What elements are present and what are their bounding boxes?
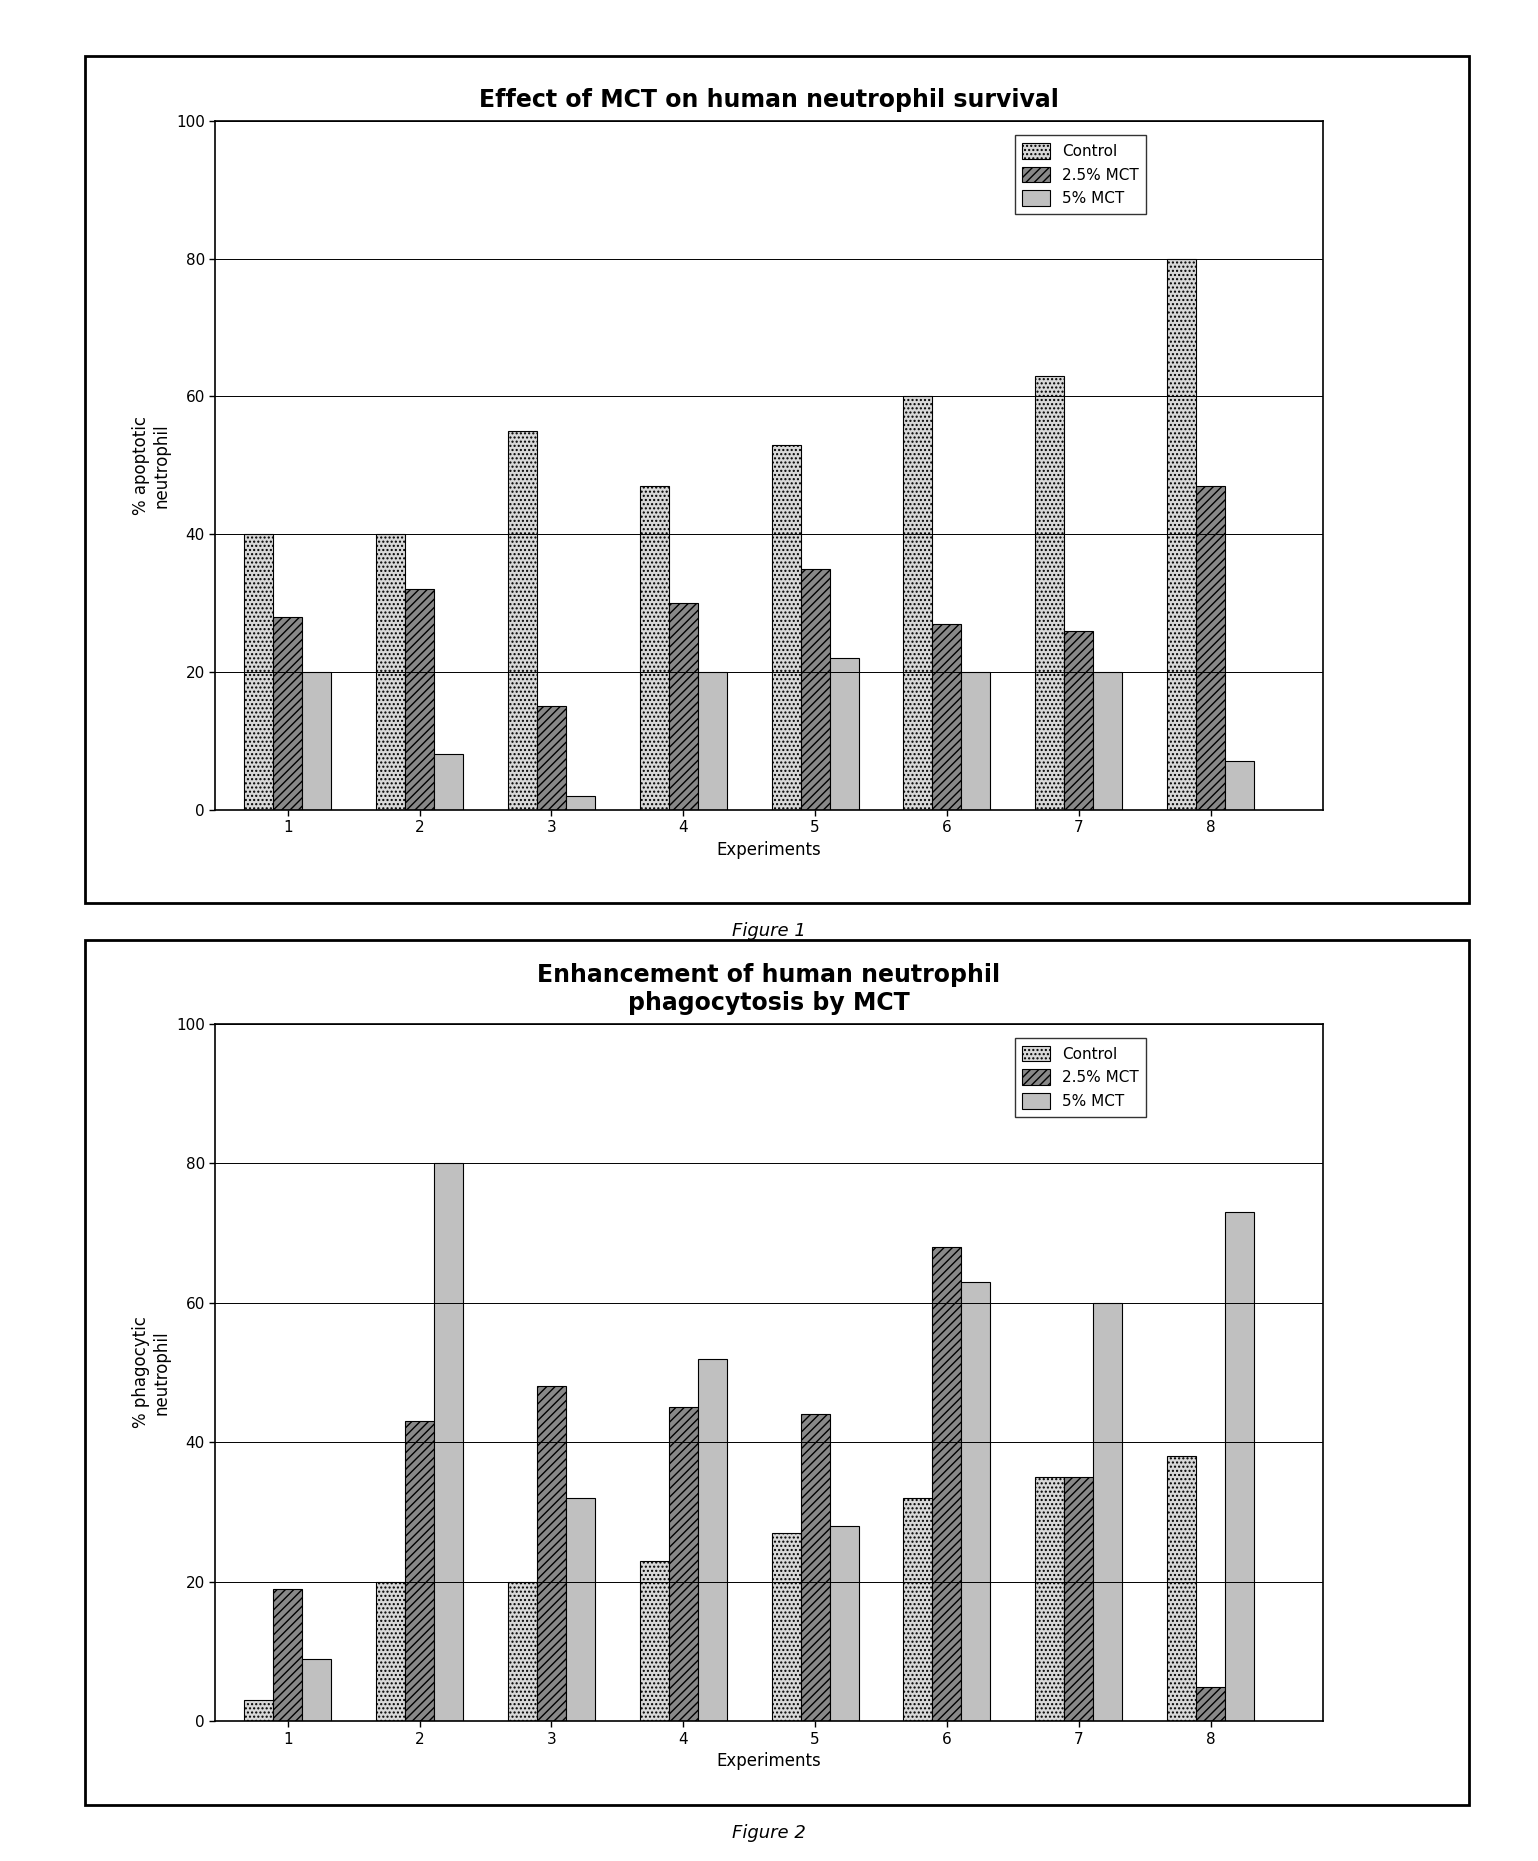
Bar <box>1094 1303 1123 1721</box>
Bar <box>640 486 669 810</box>
Bar <box>1226 761 1253 810</box>
Bar <box>961 1282 990 1721</box>
Bar <box>903 396 932 810</box>
Title: Enhancement of human neutrophil
phagocytosis by MCT: Enhancement of human neutrophil phagocyt… <box>537 962 1001 1014</box>
Bar <box>669 603 698 810</box>
Bar <box>829 659 858 810</box>
Bar <box>698 1359 727 1721</box>
Bar <box>404 1422 434 1721</box>
Bar <box>961 672 990 810</box>
Bar <box>377 534 404 810</box>
X-axis label: Experiments: Experiments <box>717 841 821 858</box>
Bar <box>537 1386 566 1721</box>
Bar <box>772 445 801 810</box>
Bar <box>1197 486 1226 810</box>
Bar <box>245 534 274 810</box>
Text: Figure 2: Figure 2 <box>732 1824 806 1842</box>
Bar <box>1197 1686 1226 1721</box>
Y-axis label: % apoptotic
neutrophil: % apoptotic neutrophil <box>132 415 171 515</box>
Bar <box>377 1582 404 1721</box>
Bar <box>932 1247 961 1721</box>
Title: Effect of MCT on human neutrophil survival: Effect of MCT on human neutrophil surviv… <box>478 87 1060 112</box>
Bar <box>274 1589 303 1721</box>
Text: Figure 1: Figure 1 <box>732 921 806 940</box>
Bar <box>1226 1212 1253 1721</box>
Bar <box>1064 1478 1094 1721</box>
Bar <box>903 1498 932 1721</box>
Bar <box>669 1407 698 1721</box>
Bar <box>1167 1455 1197 1721</box>
Legend: Control, 2.5% MCT, 5% MCT: Control, 2.5% MCT, 5% MCT <box>1015 136 1146 214</box>
Bar <box>274 616 303 810</box>
Bar <box>434 1163 463 1721</box>
Bar <box>1035 376 1064 810</box>
Bar <box>434 754 463 810</box>
X-axis label: Experiments: Experiments <box>717 1753 821 1770</box>
Bar <box>698 672 727 810</box>
Bar <box>303 1658 331 1721</box>
Bar <box>1094 672 1123 810</box>
Bar <box>772 1533 801 1721</box>
Bar <box>1035 1478 1064 1721</box>
Bar <box>566 797 595 810</box>
Bar <box>508 430 537 810</box>
Bar <box>1167 259 1197 810</box>
Bar <box>932 623 961 810</box>
Bar <box>404 590 434 810</box>
Bar <box>829 1526 858 1721</box>
Bar <box>537 707 566 810</box>
Bar <box>1064 631 1094 810</box>
Legend: Control, 2.5% MCT, 5% MCT: Control, 2.5% MCT, 5% MCT <box>1015 1038 1146 1117</box>
Bar <box>508 1582 537 1721</box>
Bar <box>303 672 331 810</box>
Y-axis label: % phagocytic
neutrophil: % phagocytic neutrophil <box>132 1316 171 1429</box>
Bar <box>801 1414 829 1721</box>
Bar <box>801 568 829 810</box>
Bar <box>640 1561 669 1721</box>
Bar <box>245 1701 274 1721</box>
Bar <box>566 1498 595 1721</box>
